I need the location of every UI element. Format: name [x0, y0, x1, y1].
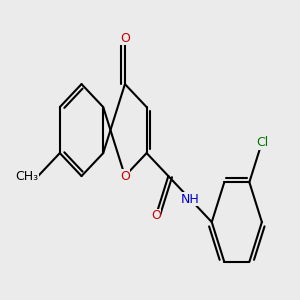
Text: CH₃: CH₃ — [15, 169, 38, 183]
Text: O: O — [151, 209, 161, 222]
Text: O: O — [120, 32, 130, 45]
Text: NH: NH — [181, 193, 200, 206]
Text: Cl: Cl — [256, 136, 268, 149]
Text: O: O — [120, 169, 130, 183]
